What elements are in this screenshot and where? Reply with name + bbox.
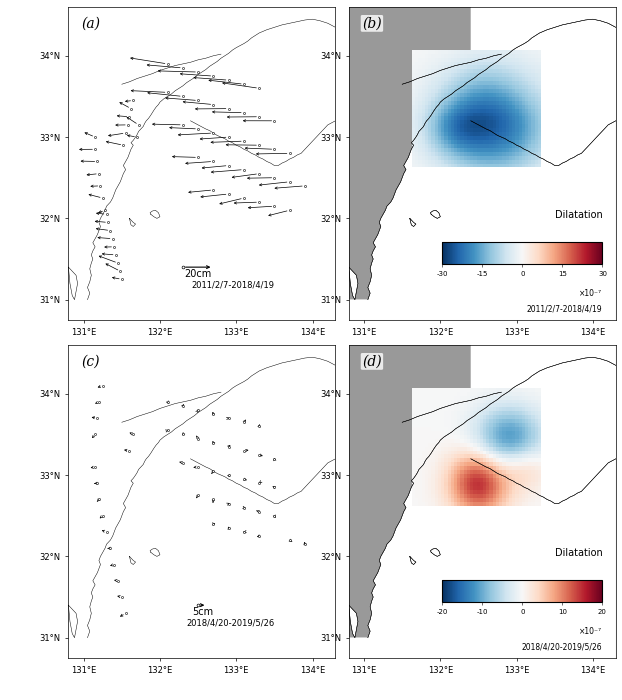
Polygon shape [150, 210, 160, 218]
Polygon shape [349, 267, 358, 300]
Polygon shape [68, 606, 78, 638]
Polygon shape [349, 357, 616, 658]
Polygon shape [471, 345, 616, 503]
Text: ×10⁻⁷: ×10⁻⁷ [580, 289, 603, 298]
Polygon shape [349, 606, 358, 638]
Polygon shape [430, 210, 440, 218]
Text: (b): (b) [362, 16, 382, 30]
Text: 2018/4/20-2019/5/26: 2018/4/20-2019/5/26 [186, 619, 274, 627]
Polygon shape [349, 267, 358, 300]
Polygon shape [471, 7, 616, 165]
Polygon shape [471, 7, 616, 165]
Text: 20cm: 20cm [185, 269, 211, 279]
Polygon shape [349, 19, 616, 320]
Text: 2011/2/7-2018/4/19: 2011/2/7-2018/4/19 [192, 281, 274, 290]
Text: (d): (d) [362, 354, 382, 368]
Text: 2011/2/7-2018/4/19: 2011/2/7-2018/4/19 [527, 304, 603, 314]
Polygon shape [190, 7, 335, 165]
Polygon shape [471, 345, 616, 503]
Polygon shape [349, 19, 616, 320]
Polygon shape [430, 548, 440, 556]
Polygon shape [349, 606, 358, 638]
Text: (c): (c) [81, 354, 100, 368]
Text: 5cm: 5cm [192, 607, 213, 617]
Text: ×10⁻⁷: ×10⁻⁷ [580, 627, 603, 636]
Polygon shape [349, 357, 616, 658]
Polygon shape [190, 345, 335, 503]
Polygon shape [430, 210, 440, 218]
Text: (a): (a) [81, 16, 101, 30]
Polygon shape [430, 548, 440, 556]
Text: 2018/4/20-2019/5/26: 2018/4/20-2019/5/26 [522, 643, 603, 652]
Text: Dilatation: Dilatation [555, 548, 603, 558]
Polygon shape [68, 267, 78, 300]
Polygon shape [150, 548, 160, 556]
Text: Dilatation: Dilatation [555, 210, 603, 220]
Polygon shape [68, 19, 335, 320]
Polygon shape [68, 357, 335, 658]
